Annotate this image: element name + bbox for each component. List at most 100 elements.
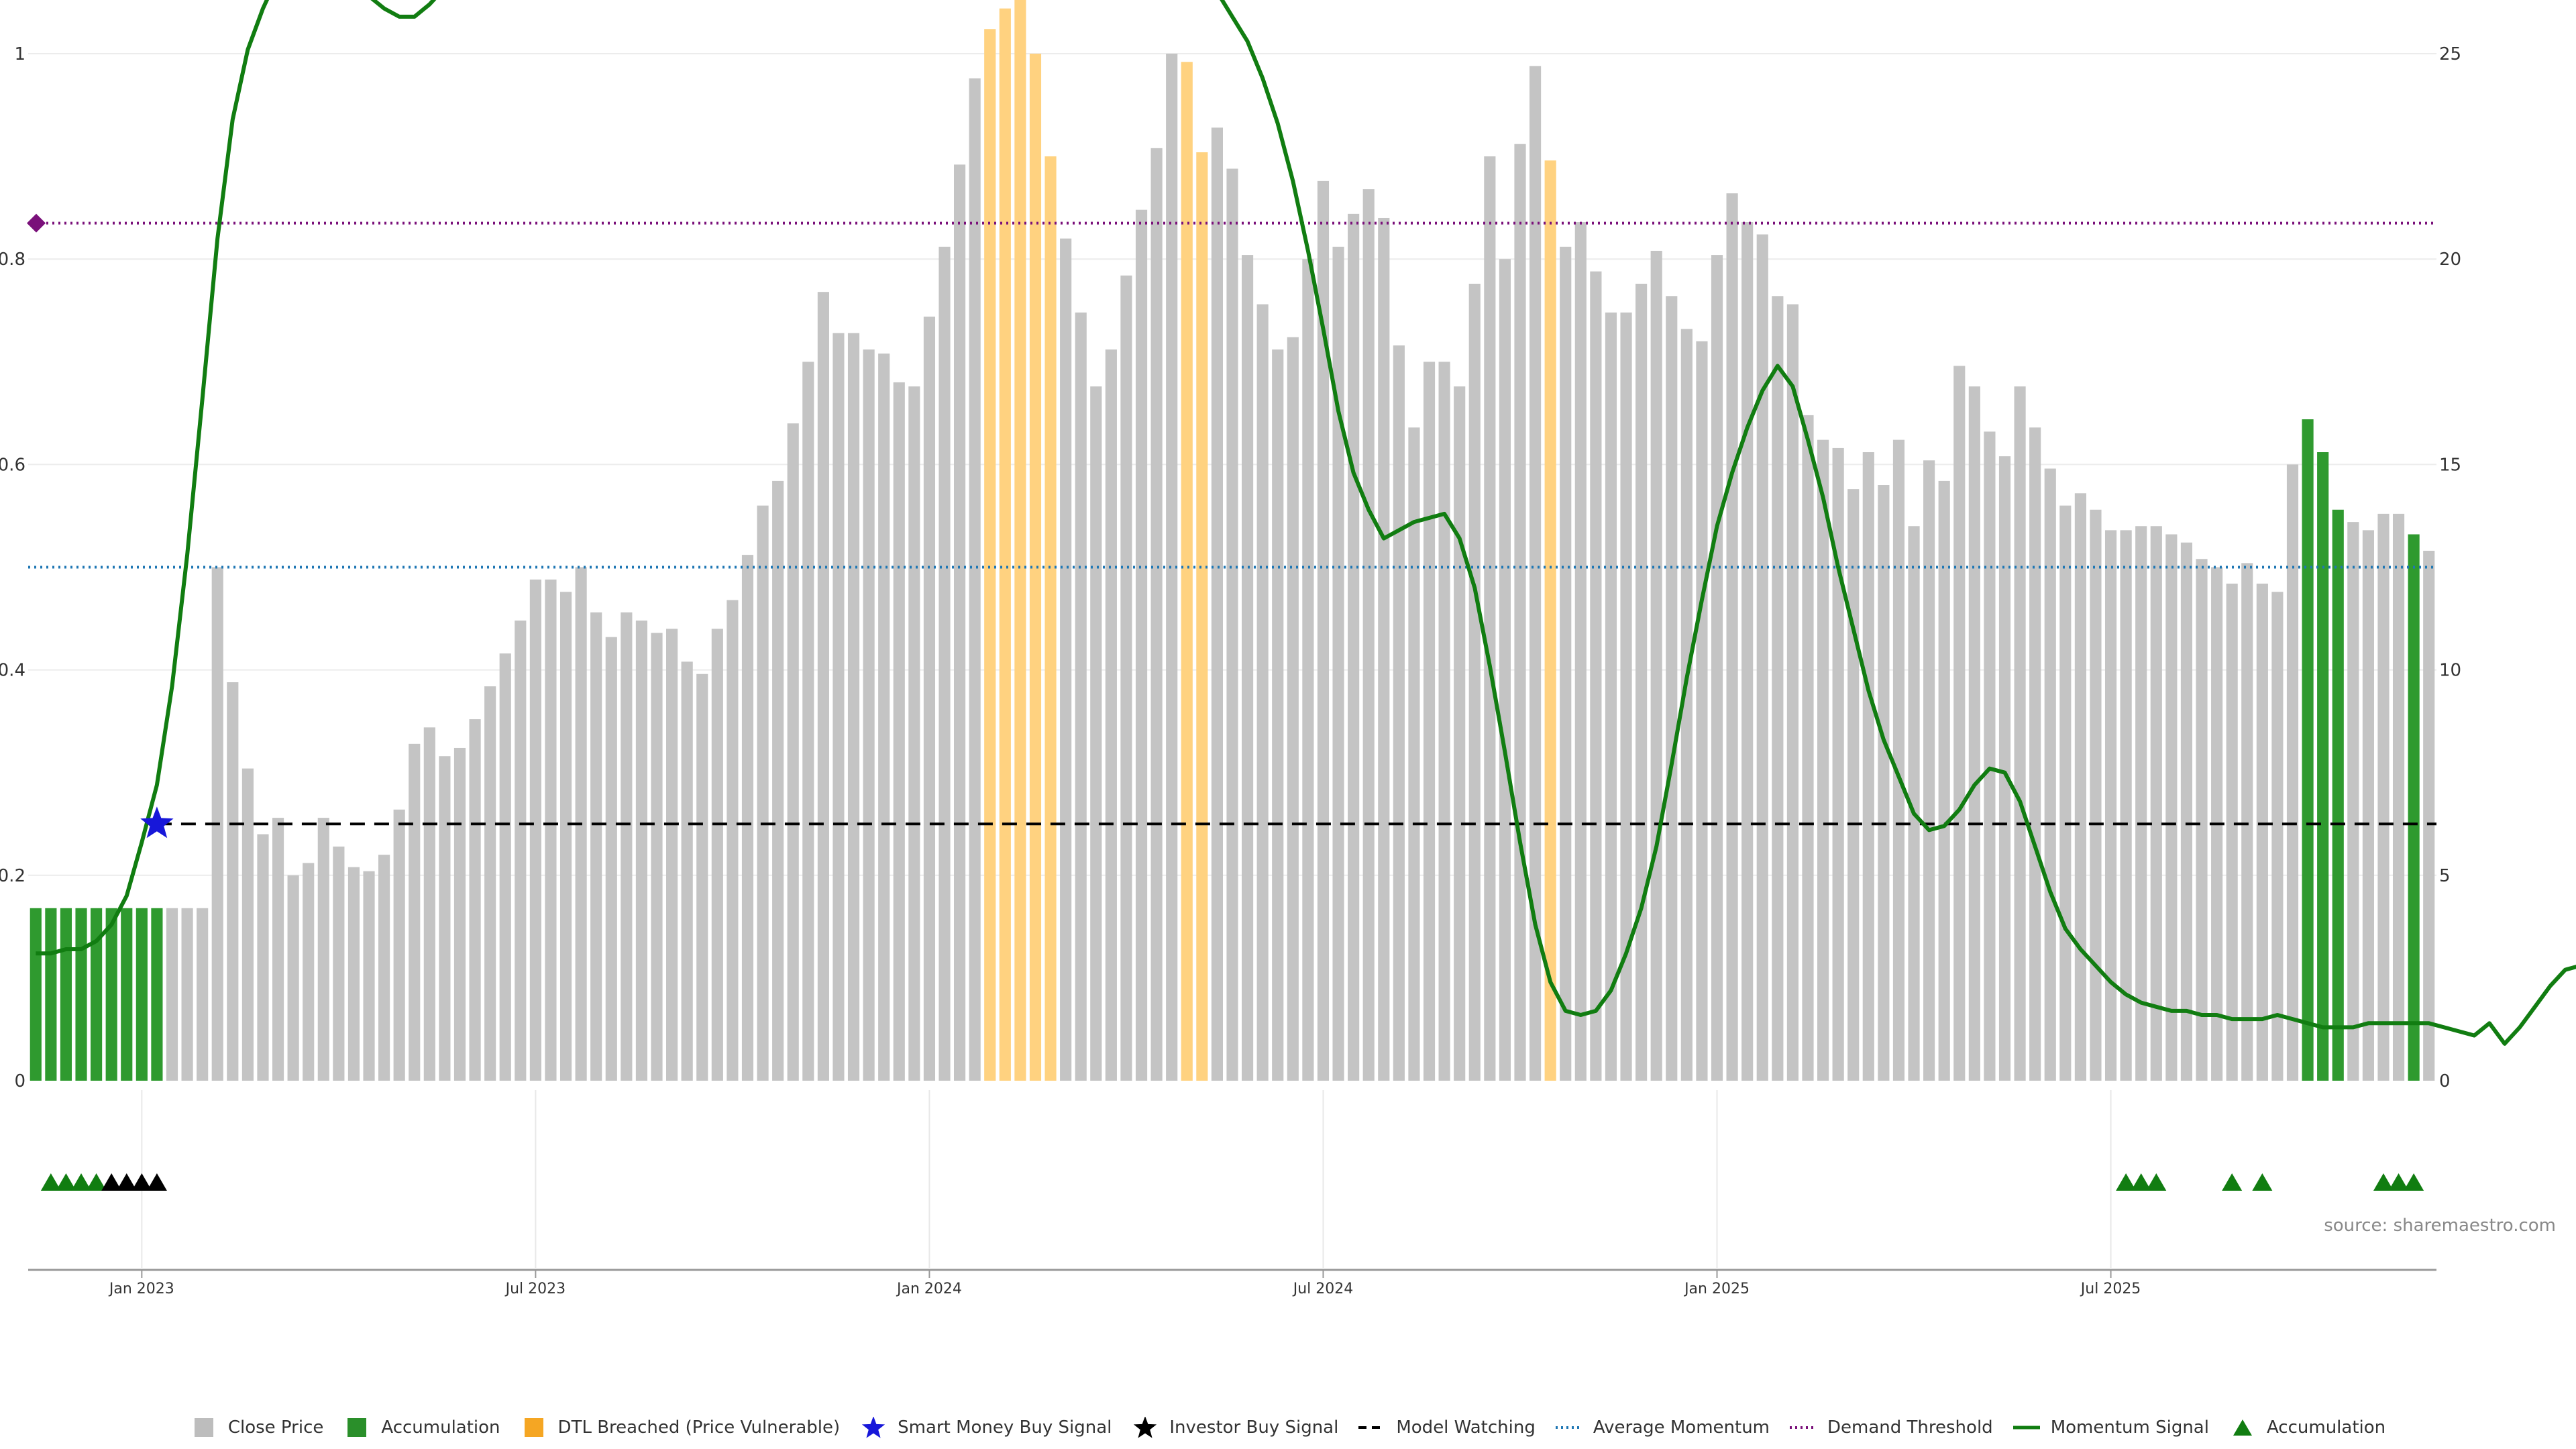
close-price-bar xyxy=(2014,386,2026,1081)
momentum-layer xyxy=(36,0,2576,1046)
right-tick-label: 5 xyxy=(2439,866,2451,886)
close-price-bar xyxy=(833,333,845,1081)
close-price-bar xyxy=(1211,127,1224,1081)
close-price-bar xyxy=(1362,189,1375,1081)
close-price-bar xyxy=(1802,415,1814,1081)
close-price-bar xyxy=(1105,349,1117,1081)
close-price-bar xyxy=(1620,312,1632,1081)
close-price-bar xyxy=(559,592,572,1081)
close-price-bar xyxy=(1680,329,1693,1081)
close-price-bar xyxy=(1529,66,1542,1081)
x-tick-label: Jul 2023 xyxy=(504,1281,566,1297)
close-price-bar xyxy=(393,809,405,1081)
close-price-bar xyxy=(1256,304,1269,1081)
close-price-bar xyxy=(1892,439,1905,1081)
close-price-bar xyxy=(2196,559,2208,1081)
close-price-bar xyxy=(529,579,541,1081)
momentum-signal-line xyxy=(36,0,2576,1046)
accumulation-bar xyxy=(151,908,163,1081)
legend-item: Accumulation xyxy=(343,1417,500,1438)
close-price-bar xyxy=(545,579,557,1081)
accumulation-bar xyxy=(30,908,42,1081)
accumulation-bar xyxy=(2332,509,2344,1081)
close-price-bar xyxy=(666,629,678,1081)
x-tick-label: Jan 2025 xyxy=(1683,1281,1750,1297)
legend-item: Demand Threshold xyxy=(1790,1417,1993,1438)
accumulation-marker xyxy=(2373,1173,2394,1191)
legend-label: Investor Buy Signal xyxy=(1169,1417,1339,1438)
close-price-bar xyxy=(515,621,527,1081)
legend-item: Momentum Signal xyxy=(2012,1417,2209,1438)
investor-buy-marker xyxy=(101,1173,122,1191)
close-price-bar xyxy=(1226,168,1238,1081)
close-price-bar xyxy=(1726,193,1738,1081)
close-price-bar xyxy=(181,908,193,1081)
legend-item: Model Watching xyxy=(1358,1417,1536,1438)
close-price-bar xyxy=(1590,271,1602,1081)
close-price-bar xyxy=(1423,362,1436,1081)
accumulation-bar xyxy=(45,908,57,1081)
close-price-bar xyxy=(1696,341,1708,1081)
legend-item: Accumulation xyxy=(2229,1417,2385,1438)
close-price-bar xyxy=(1711,255,1723,1081)
accumulation-bar xyxy=(105,908,117,1081)
accumulation-bar xyxy=(2317,452,2329,1081)
close-price-bar xyxy=(363,871,375,1081)
close-price-bar xyxy=(1378,217,1390,1081)
close-price-bar xyxy=(1878,485,1890,1081)
accumulation-marker xyxy=(2116,1173,2137,1191)
legend-label: Accumulation xyxy=(381,1417,500,1438)
legend-item: Average Momentum xyxy=(1555,1417,1770,1438)
close-price-bar xyxy=(2120,530,2132,1081)
close-price-bar xyxy=(1666,296,1678,1081)
accumulation-marker xyxy=(2131,1173,2151,1191)
close-price-bar xyxy=(1438,362,1450,1081)
legend-label: Close Price xyxy=(227,1417,324,1438)
legend-dot-icon xyxy=(1790,1417,1817,1438)
close-price-bar xyxy=(863,349,875,1081)
right-tick-label: 25 xyxy=(2439,44,2461,64)
close-price-bar xyxy=(590,612,602,1081)
close-price-bar xyxy=(1817,439,1829,1081)
close-price-bar xyxy=(605,637,617,1081)
close-price-bar xyxy=(621,612,633,1081)
close-price-bar xyxy=(1514,144,1526,1081)
close-price-bar xyxy=(1499,259,1511,1081)
close-price-bar xyxy=(711,629,723,1081)
close-price-bar xyxy=(1908,526,1920,1081)
close-price-bar xyxy=(469,719,481,1081)
close-price-bar xyxy=(2271,592,2284,1081)
close-price-bar xyxy=(741,555,754,1081)
close-price-bar xyxy=(2044,468,2056,1081)
legend-label: Demand Threshold xyxy=(1827,1417,1993,1438)
investor-buy-marker xyxy=(146,1173,167,1191)
close-price-bar xyxy=(847,333,860,1081)
close-price-bar xyxy=(1090,386,1102,1081)
legend-triangle-icon xyxy=(2229,1417,2256,1438)
right-tick-label: 0 xyxy=(2439,1071,2451,1091)
close-price-bar xyxy=(272,818,284,1081)
close-price-bar xyxy=(317,818,329,1081)
close-price-bar xyxy=(1060,238,1072,1081)
legend-square-icon xyxy=(521,1417,547,1438)
investor-buy-marker xyxy=(116,1173,137,1191)
close-price-bar xyxy=(2029,427,2041,1081)
close-price-bar xyxy=(439,756,451,1081)
close-price-bar xyxy=(681,661,693,1081)
close-price-bar xyxy=(1953,366,1966,1081)
close-price-bar xyxy=(817,292,829,1081)
close-price-bar xyxy=(499,653,511,1081)
accumulation-bar xyxy=(91,908,103,1081)
bar-layer xyxy=(30,0,2435,1081)
close-price-bar xyxy=(2165,534,2178,1081)
dtl-breached-bar xyxy=(1044,156,1057,1081)
close-price-bar xyxy=(1408,427,1420,1081)
close-price-bar xyxy=(347,867,360,1081)
close-price-bar xyxy=(423,727,435,1081)
x-tick-label: Jan 2023 xyxy=(108,1281,174,1297)
accumulation-marker xyxy=(2252,1173,2273,1191)
close-price-bar xyxy=(333,846,345,1081)
close-price-bar xyxy=(227,682,239,1081)
accumulation-bar xyxy=(2408,534,2420,1081)
close-price-bar xyxy=(1135,209,1148,1081)
